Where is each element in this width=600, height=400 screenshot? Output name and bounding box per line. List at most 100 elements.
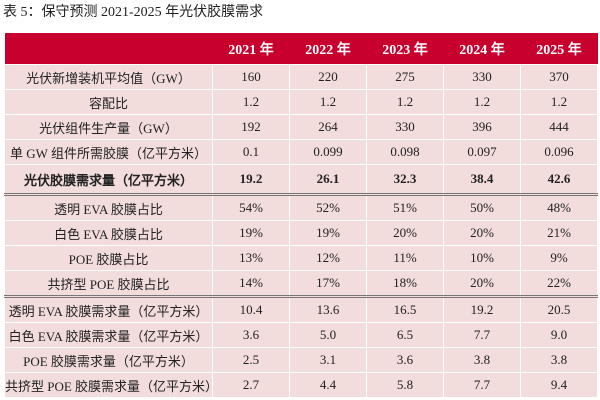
cell-value: 1.2 xyxy=(289,89,367,115)
cell-value: 3.8 xyxy=(443,347,521,373)
cell-value: 7.7 xyxy=(443,372,521,398)
cell-value: 51% xyxy=(366,193,444,221)
cell-value: 12% xyxy=(289,245,367,271)
cell-value: 38.4 xyxy=(443,164,521,195)
row-label: 透明 EVA 胶膜需求量（亿平方米） xyxy=(4,295,213,323)
cell-value: 17% xyxy=(289,270,367,297)
table-row: 容配比 1.2 1.2 1.2 1.2 1.2 xyxy=(4,89,598,115)
row-label: 白色 EVA 胶膜需求量（亿平方米） xyxy=(4,322,213,348)
cell-value: 5.0 xyxy=(289,322,367,348)
cell-value: 275 xyxy=(366,64,444,90)
cell-value: 3.6 xyxy=(366,347,444,373)
cell-value: 3.1 xyxy=(289,347,367,373)
cell-value: 20.5 xyxy=(520,295,598,323)
row-label: 透明 EVA 胶膜占比 xyxy=(4,193,213,221)
table-row: 共挤型 POE 胶膜需求量（亿平方米） 2.7 4.4 5.8 7.7 9.4 xyxy=(4,372,598,398)
table-row: 光伏组件生产量（GW） 192 264 330 396 444 xyxy=(4,114,598,140)
header-year: 2022 年 xyxy=(289,33,367,65)
row-label: 光伏组件生产量（GW） xyxy=(4,114,213,140)
cell-value: 192 xyxy=(212,114,290,140)
cell-value: 0.097 xyxy=(443,139,521,165)
cell-value: 50% xyxy=(443,193,521,221)
cell-value: 21% xyxy=(520,220,598,246)
cell-value: 3.6 xyxy=(212,322,290,348)
cell-value: 444 xyxy=(520,114,598,140)
header-year: 2025 年 xyxy=(520,33,598,65)
cell-value: 52% xyxy=(289,193,367,221)
cell-value: 1.2 xyxy=(366,89,444,115)
cell-value: 10.4 xyxy=(212,295,290,323)
table-row: POE 胶膜需求量（亿平方米） 2.5 3.1 3.6 3.8 3.8 xyxy=(4,347,598,373)
cell-value: 1.2 xyxy=(212,89,290,115)
cell-value: 1.2 xyxy=(520,89,598,115)
cell-value: 396 xyxy=(443,114,521,140)
cell-value: 19% xyxy=(289,220,367,246)
cell-value: 4.4 xyxy=(289,372,367,398)
cell-value: 20% xyxy=(366,220,444,246)
cell-value: 20% xyxy=(443,270,521,297)
row-label: 光伏胶膜需求量（亿平方米） xyxy=(4,164,213,195)
cell-value: 5.8 xyxy=(366,372,444,398)
cell-value: 10% xyxy=(443,245,521,271)
cell-value: 9.0 xyxy=(520,322,598,348)
row-label: 共挤型 POE 胶膜需求量（亿平方米） xyxy=(4,372,218,398)
cell-value: 330 xyxy=(443,64,521,90)
cell-value: 160 xyxy=(212,64,290,90)
cell-value: 9% xyxy=(520,245,598,271)
cell-value: 13% xyxy=(212,245,290,271)
cell-value: 13.6 xyxy=(289,295,367,323)
cell-value: 9.4 xyxy=(520,372,598,398)
header-year: 2021 年 xyxy=(212,33,290,65)
row-label: 容配比 xyxy=(4,89,213,115)
header-blank xyxy=(4,33,213,65)
cell-value: 18% xyxy=(366,270,444,297)
cell-value: 19% xyxy=(212,220,290,246)
cell-value: 48% xyxy=(520,193,598,221)
cell-value: 32.3 xyxy=(366,164,444,195)
row-label: POE 胶膜需求量（亿平方米） xyxy=(4,347,213,373)
cell-value: 11% xyxy=(366,245,444,271)
cell-value: 220 xyxy=(289,64,367,90)
cell-value: 6.5 xyxy=(366,322,444,348)
cell-value: 264 xyxy=(289,114,367,140)
cell-value: 0.098 xyxy=(366,139,444,165)
cell-value: 2.7 xyxy=(212,372,290,398)
cell-value: 370 xyxy=(520,64,598,90)
table-row: 单 GW 组件所需胶膜（亿平方米） 0.1 0.099 0.098 0.097 0.096 xyxy=(4,139,598,165)
cell-value: 7.7 xyxy=(443,322,521,348)
row-label: 共挤型 POE 胶膜占比 xyxy=(4,270,213,297)
film-demand-table: 2021 年 2022 年 2023 年 2024 年 2025 年 光伏新增装机平均值… xyxy=(4,33,598,398)
table-title: 表 5：保守预测 2021-2025 年光伏胶膜需求 xyxy=(3,5,264,20)
table-row: 透明 EVA 胶膜占比 54% 52% 51% 50% 48% xyxy=(4,193,598,221)
cell-value: 1.2 xyxy=(443,89,521,115)
table-row: 光伏胶膜需求量（亿平方米） 19.2 26.1 32.3 38.4 42.6 xyxy=(4,164,598,195)
cell-value: 0.099 xyxy=(289,139,367,165)
cell-value: 26.1 xyxy=(289,164,367,195)
cell-value: 19.2 xyxy=(443,295,521,323)
cell-value: 42.6 xyxy=(520,164,598,195)
header-row: 2021 年 2022 年 2023 年 2024 年 2025 年 xyxy=(4,33,598,65)
table-row: POE 胶膜占比 13% 12% 11% 10% 9% xyxy=(4,245,598,271)
table-row: 白色 EVA 胶膜占比 19% 19% 20% 20% 21% xyxy=(4,220,598,246)
cell-value: 2.5 xyxy=(212,347,290,373)
row-label: 白色 EVA 胶膜占比 xyxy=(4,220,213,246)
table-row: 透明 EVA 胶膜需求量（亿平方米） 10.4 13.6 16.5 19.2 20.5 xyxy=(4,295,598,323)
cell-value: 16.5 xyxy=(366,295,444,323)
cell-value: 0.096 xyxy=(520,139,598,165)
cell-value: 0.1 xyxy=(212,139,290,165)
cell-value: 22% xyxy=(520,270,598,297)
table-row: 白色 EVA 胶膜需求量（亿平方米） 3.6 5.0 6.5 7.7 9.0 xyxy=(4,322,598,348)
cell-value: 14% xyxy=(212,270,290,297)
cell-value: 20% xyxy=(443,220,521,246)
row-label: 单 GW 组件所需胶膜（亿平方米） xyxy=(4,139,213,165)
table-row: 共挤型 POE 胶膜占比 14% 17% 18% 20% 22% xyxy=(4,270,598,297)
row-label: POE 胶膜占比 xyxy=(4,245,213,271)
cell-value: 3.8 xyxy=(520,347,598,373)
header-year: 2023 年 xyxy=(366,33,444,65)
cell-value: 19.2 xyxy=(212,164,290,195)
header-year: 2024 年 xyxy=(443,33,521,65)
cell-value: 330 xyxy=(366,114,444,140)
row-label: 光伏新增装机平均值（GW） xyxy=(4,64,213,90)
cell-value: 54% xyxy=(212,193,290,221)
table-row: 光伏新增装机平均值（GW） 160 220 275 330 370 xyxy=(4,64,598,90)
